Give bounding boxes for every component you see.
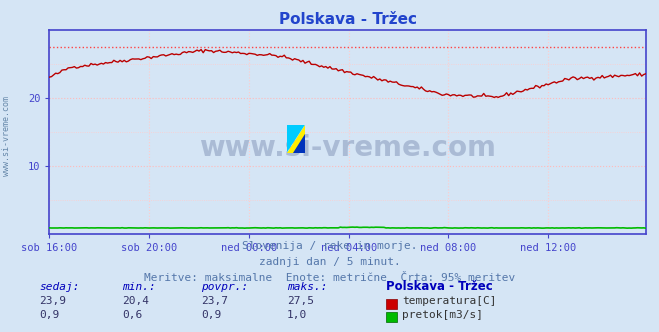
Text: min.:: min.:	[122, 283, 156, 292]
Text: maks.:: maks.:	[287, 283, 327, 292]
Text: 0,9: 0,9	[40, 310, 60, 320]
Polygon shape	[287, 124, 305, 153]
Text: www.si-vreme.com: www.si-vreme.com	[2, 96, 11, 176]
Text: povpr.:: povpr.:	[201, 283, 248, 292]
Text: 0,6: 0,6	[122, 310, 142, 320]
Text: sedaj:: sedaj:	[40, 283, 80, 292]
Text: temperatura[C]: temperatura[C]	[402, 296, 496, 306]
Text: 1,0: 1,0	[287, 310, 307, 320]
Polygon shape	[287, 124, 305, 153]
Text: Polskava - Tržec: Polskava - Tržec	[386, 281, 492, 293]
Text: pretok[m3/s]: pretok[m3/s]	[402, 310, 483, 320]
Polygon shape	[293, 134, 305, 153]
Text: www.si-vreme.com: www.si-vreme.com	[199, 134, 496, 162]
Text: Slovenija / reke in morje.: Slovenija / reke in morje.	[242, 241, 417, 251]
Text: 23,7: 23,7	[201, 296, 228, 306]
Text: 0,9: 0,9	[201, 310, 221, 320]
Title: Polskava - Tržec: Polskava - Tržec	[279, 12, 416, 27]
Text: Meritve: maksimalne  Enote: metrične  Črta: 95% meritev: Meritve: maksimalne Enote: metrične Črta…	[144, 273, 515, 283]
Text: 23,9: 23,9	[40, 296, 67, 306]
Text: zadnji dan / 5 minut.: zadnji dan / 5 minut.	[258, 257, 401, 267]
Text: 20,4: 20,4	[122, 296, 149, 306]
Text: 27,5: 27,5	[287, 296, 314, 306]
